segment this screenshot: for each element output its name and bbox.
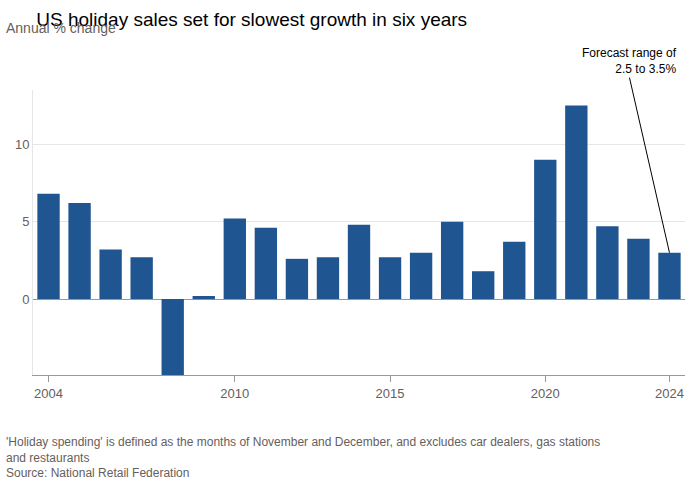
svg-text:5: 5 [22,214,29,229]
svg-text:2024: 2024 [655,386,684,401]
svg-text:2020: 2020 [531,386,560,401]
svg-text:Forecast range of2.5 to 3.5%: Forecast range of2.5 to 3.5% [582,46,677,76]
svg-text:10: 10 [15,137,29,152]
svg-text:2010: 2010 [220,386,249,401]
svg-text:2004: 2004 [34,386,63,401]
svg-text:US holiday sales set for slowe: US holiday sales set for slowest growth … [36,9,467,30]
svg-text:2015: 2015 [376,386,405,401]
svg-text:'Holiday spending' is defined: 'Holiday spending' is defined as the mon… [6,435,600,480]
svg-text:0: 0 [22,292,29,307]
svg-text:Annual % change: Annual % change [6,20,116,36]
